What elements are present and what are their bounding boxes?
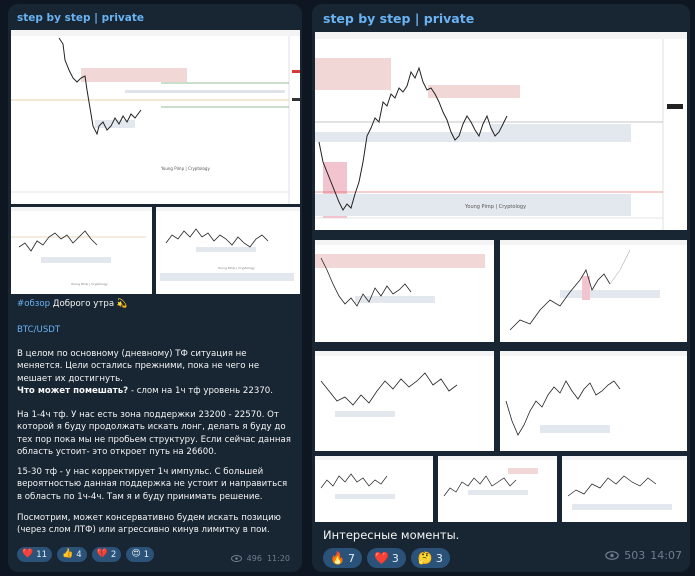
reaction-fire[interactable]: 🔥 7 — [323, 548, 362, 568]
chart-image-grid-2[interactable] — [500, 240, 687, 342]
reaction-thumbs-up[interactable]: 👍 4 — [57, 547, 87, 562]
chart-image-small-1[interactable]: Young Pimp | Cryptology — [11, 207, 152, 294]
paragraph-1: В целом по основному (дневному) ТФ ситуа… — [17, 348, 292, 398]
reaction-count: 4 — [76, 549, 82, 560]
message-time: 14:07 — [650, 549, 682, 562]
message-meta: 503 14:07 — [605, 549, 682, 562]
reaction-heart[interactable]: ❤️ 3 — [366, 548, 406, 568]
chart-watermark: Young Pimp | Cryptology — [218, 266, 255, 270]
paragraph-1-text: В целом по основному (дневному) ТФ ситуа… — [17, 349, 260, 384]
reaction-count: 7 — [347, 551, 355, 565]
channel-title[interactable]: step by step | private — [17, 12, 144, 24]
caption: Интересные моменты. — [323, 528, 460, 542]
chart-grid-5 — [315, 456, 433, 522]
reaction-broken-heart[interactable]: 💔 2 — [91, 547, 122, 562]
greeting-text: Доброго утра — [52, 299, 115, 309]
chart-image-small-2[interactable]: Young Pimp | Cryptology — [156, 207, 300, 294]
reaction-count: 3 — [435, 551, 443, 565]
heart-icon: ❤️ — [373, 551, 389, 565]
greeting-emoji: 💫 — [116, 299, 128, 309]
chart-grid-7 — [562, 456, 687, 522]
chart-image-grid-7[interactable] — [562, 456, 687, 522]
chart-grid-1 — [315, 240, 494, 342]
views-count: 503 — [624, 549, 646, 562]
chart-watermark: Young Pimp | Cryptology — [71, 282, 108, 286]
eye-icon — [605, 551, 620, 560]
paragraph-3: 15-30 тф - у нас корректирует 1ч импульс… — [17, 467, 288, 502]
reaction-count: 11 — [36, 549, 48, 560]
reaction-count: 3 — [391, 551, 399, 565]
channel-title[interactable]: step by step | private — [323, 11, 475, 26]
reactions-bar: 🔥 7 ❤️ 3 🤔 3 — [323, 548, 450, 568]
fire-icon: 🔥 — [330, 551, 345, 565]
chart-grid-6 — [438, 456, 557, 522]
broken-heart-icon: 💔 — [96, 549, 108, 559]
chart-image-grid-3[interactable] — [315, 351, 494, 451]
paragraph-2: На 1-4ч тф. У нас есть зона поддержки 23… — [17, 410, 291, 458]
chart-grid-2 — [500, 240, 687, 342]
paragraph-1-tail: - слом на 1ч тф уровень 22370. — [128, 386, 273, 397]
paragraph-1-bold: Что может помешать? — [17, 386, 129, 397]
hashtag-link[interactable]: #обзор — [17, 299, 51, 309]
chart-image-main[interactable]: Young Pimp | Cryptology — [315, 32, 687, 230]
chart-grid-3 — [315, 351, 494, 451]
paragraph-4: Посмотрим, может консервативно будем иск… — [17, 513, 281, 536]
reaction-count: 1 — [143, 549, 150, 560]
pair-label: BTC/USDT — [17, 325, 61, 335]
chart-watermark: Young Pimp | Cryptology — [464, 204, 526, 210]
eye-icon — [230, 555, 242, 562]
chart-watermark: Young Pimp | Cryptology — [160, 166, 210, 171]
chart-grid-4 — [500, 351, 687, 451]
message-time: 11:20 — [266, 554, 290, 563]
greeting-line: #обзор Доброго утра 💫 — [17, 298, 292, 310]
chart-image-grid-5[interactable] — [315, 456, 433, 522]
reaction-heart[interactable]: ❤️ 11 — [17, 547, 53, 562]
reaction-thinking[interactable]: 🤔 3 — [410, 548, 450, 568]
message-left: step by step | private Young Pimp | Cryp… — [8, 4, 302, 572]
heart-eyes-icon: 😍 — [131, 549, 141, 559]
chart-main: Young Pimp | Cryptology — [11, 30, 300, 204]
reactions-bar: ❤️ 11 👍 4 💔 2 😍 1 — [17, 547, 155, 562]
thumbs-up-icon: 👍 — [62, 549, 74, 559]
views-count: 496 — [246, 554, 262, 563]
chart-image-grid-6[interactable] — [438, 456, 557, 522]
chart-image-grid-4[interactable] — [500, 351, 687, 451]
chart-small-1: Young Pimp | Cryptology — [11, 207, 152, 294]
message-meta: 496 11:20 — [230, 554, 290, 563]
chart-small-2: Young Pimp | Cryptology — [156, 207, 300, 294]
reaction-count: 2 — [110, 549, 117, 560]
chart-image-grid-1[interactable] — [315, 240, 494, 342]
reaction-heart-eyes[interactable]: 😍 1 — [126, 547, 155, 562]
thinking-face-icon: 🤔 — [417, 551, 433, 565]
message-right: step by step | private Young Pimp | Cryp… — [312, 4, 690, 572]
chart-main: Young Pimp | Cryptology — [315, 32, 687, 230]
heart-icon: ❤️ — [22, 549, 34, 559]
chart-image-main[interactable]: Young Pimp | Cryptology — [11, 30, 300, 204]
